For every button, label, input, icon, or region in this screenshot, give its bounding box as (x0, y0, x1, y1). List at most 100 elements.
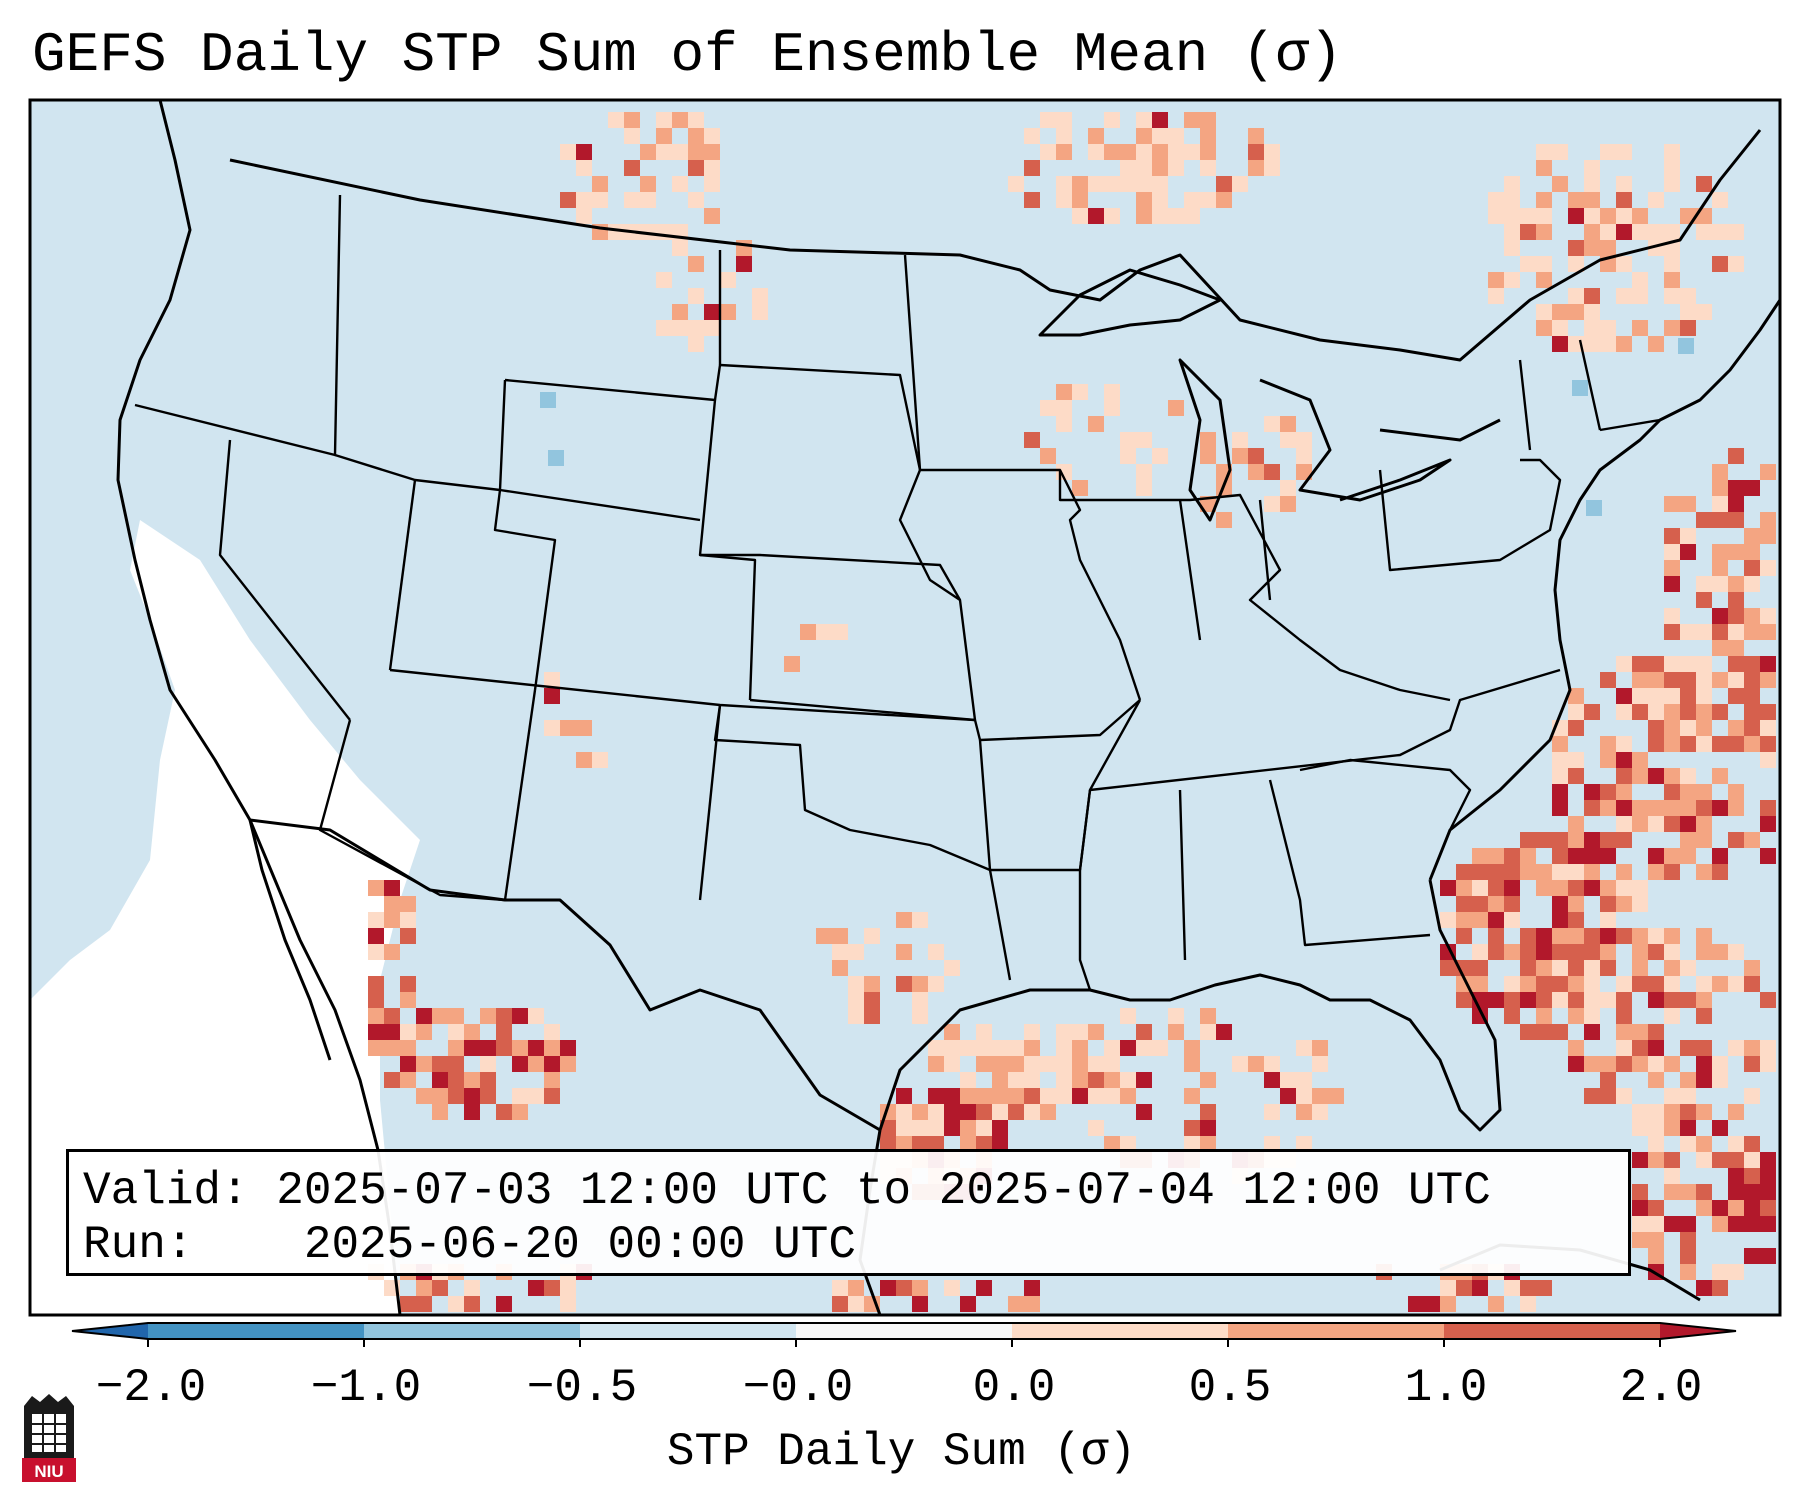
stp-cell (1648, 944, 1664, 960)
stp-cell (880, 1136, 896, 1152)
map-frame (28, 98, 1782, 1317)
stp-cell (1488, 912, 1504, 928)
stp-cell (1296, 448, 1312, 464)
state-line (388, 479, 417, 671)
stp-cell (832, 944, 848, 960)
stp-cell (1232, 176, 1248, 192)
state-line (718, 250, 922, 471)
stp-cell (1312, 1040, 1328, 1056)
stp-cell (1648, 992, 1664, 1008)
stp-cell (1632, 1232, 1648, 1248)
stp-cell (688, 160, 704, 176)
state-borders (134, 194, 1661, 991)
stp-cell (1264, 416, 1280, 432)
stp-cell (544, 720, 560, 736)
stp-cell (1424, 1296, 1440, 1312)
stp-cell (1568, 848, 1584, 864)
stp-cell (1504, 192, 1520, 208)
stp-cell (1584, 336, 1600, 352)
colorbar-tick-label: −0.0 (742, 1362, 854, 1414)
stp-cell (1024, 432, 1040, 448)
stp-cell (1680, 496, 1696, 512)
stp-cell (1760, 528, 1776, 544)
stp-cell (1088, 1056, 1104, 1072)
stp-cell (1712, 224, 1728, 240)
stp-cell (928, 1088, 944, 1104)
stp-cell (1712, 192, 1728, 208)
stp-cell (1664, 720, 1680, 736)
stp-cell (1472, 944, 1488, 960)
stp-cell (1680, 1248, 1696, 1264)
stp-cell (1616, 864, 1632, 880)
stp-cell (1680, 288, 1696, 304)
stp-cell (1648, 192, 1664, 208)
stp-cell (896, 1088, 912, 1104)
stp-cell (1008, 176, 1024, 192)
stp-cell (560, 1040, 576, 1056)
stp-cell (672, 304, 688, 320)
stp-cell (816, 624, 832, 640)
stp-cell (1648, 224, 1664, 240)
stp-cell (1712, 576, 1728, 592)
stp-cell (1760, 624, 1776, 640)
stp-cell (1584, 864, 1600, 880)
stp-cell (1696, 784, 1712, 800)
stp-cell (1056, 176, 1072, 192)
state-line (920, 468, 1142, 701)
stp-cell (1136, 1024, 1152, 1040)
stp-cell (1008, 1296, 1024, 1312)
stp-cell (1552, 848, 1568, 864)
stp-cell (432, 1104, 448, 1120)
stp-cell (1216, 1024, 1232, 1040)
stp-cell (576, 720, 592, 736)
stp-cell (1680, 848, 1696, 864)
stp-cell (1472, 864, 1488, 880)
stp-cell (1696, 576, 1712, 592)
stp-cell (1680, 1104, 1696, 1120)
stp-cell (912, 992, 928, 1008)
stp-cell (540, 392, 556, 408)
stp-cell (1296, 1072, 1312, 1088)
stp-cell (1232, 1056, 1248, 1072)
stp-cell (416, 1024, 432, 1040)
stp-cell (1648, 816, 1664, 832)
stp-cell (656, 112, 672, 128)
stp-cell (1600, 992, 1616, 1008)
stp-cell (1664, 1088, 1680, 1104)
stp-cell (1760, 800, 1776, 816)
stp-cell (1760, 1184, 1776, 1200)
stp-cell (1648, 1072, 1664, 1088)
stp-cell (496, 1040, 512, 1056)
stp-cell (656, 272, 672, 288)
stp-cell (1536, 944, 1552, 960)
stp-cell (1504, 208, 1520, 224)
stp-cell (784, 656, 800, 672)
stp-cell (1104, 1072, 1120, 1088)
stp-cell (1504, 1280, 1520, 1296)
stp-cell (1216, 512, 1232, 528)
stp-cell (1728, 608, 1744, 624)
stp-cell (976, 1056, 992, 1072)
stp-cell (1536, 960, 1552, 976)
stp-cell (1568, 720, 1584, 736)
stp-cell (1696, 624, 1712, 640)
stp-cell (1584, 992, 1600, 1008)
stp-cell (576, 192, 592, 208)
stp-cell (1056, 1072, 1072, 1088)
stp-cell (864, 928, 880, 944)
stp-cell (1632, 672, 1648, 688)
stp-cell (1568, 912, 1584, 928)
stp-cell (528, 1008, 544, 1024)
stp-cell (1024, 1280, 1040, 1296)
stp-cell (1648, 704, 1664, 720)
stp-cell (1712, 608, 1728, 624)
stp-cell (1616, 688, 1632, 704)
stp-cell (1696, 816, 1712, 832)
stp-cell (1536, 272, 1552, 288)
stp-cell (1616, 1056, 1632, 1072)
niu-logo-text: NIU (34, 1462, 63, 1481)
stp-cell (800, 624, 816, 640)
stp-cell (1728, 224, 1744, 240)
stp-cell (704, 144, 720, 160)
stp-cell (1712, 736, 1728, 752)
